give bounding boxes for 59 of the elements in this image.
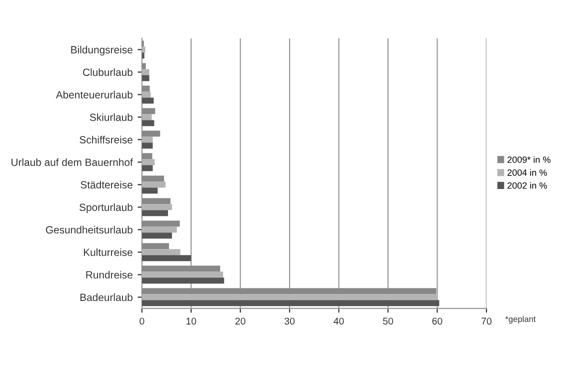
bar <box>142 176 164 182</box>
bar <box>142 52 144 59</box>
y-tick-label: Kulturreise <box>84 248 132 256</box>
bar <box>142 188 158 194</box>
y-tick-label: Cluburlaub <box>83 68 132 76</box>
bar <box>142 272 224 278</box>
bar <box>142 294 438 300</box>
x-tick-label: 30 <box>284 318 295 325</box>
bar <box>142 182 166 188</box>
legend-label: 2004 in % <box>508 169 547 176</box>
bar <box>142 98 154 104</box>
x-tick-label: 60 <box>432 318 442 325</box>
x-tick-label: 0 <box>140 318 144 325</box>
bar <box>142 255 192 262</box>
y-tick-label: Skiurlaub <box>90 113 132 121</box>
y-tick-label: Sporturlaub <box>80 203 132 214</box>
bar <box>142 198 170 204</box>
bar <box>142 69 150 76</box>
legend-label: 2009* in % <box>508 156 550 163</box>
bar <box>142 210 168 216</box>
bar <box>142 153 152 160</box>
bar <box>142 130 160 137</box>
bar <box>142 114 152 120</box>
y-tick-label: Städtereise <box>80 180 132 189</box>
bar <box>142 232 172 239</box>
legend-label: 2002 in % <box>508 182 547 189</box>
bar <box>142 159 155 166</box>
y-tick-label: Rundreise <box>86 270 132 279</box>
bar <box>142 108 156 114</box>
bar <box>142 136 153 143</box>
bar <box>142 165 153 172</box>
y-tick-label: Badeurlaub <box>80 293 132 302</box>
bar <box>142 220 180 227</box>
bar <box>142 92 151 98</box>
bar <box>142 142 153 149</box>
y-tick-label: Abenteuerurlaub <box>56 90 132 98</box>
bar <box>142 278 224 284</box>
bar <box>142 266 220 272</box>
x-tick-label: 50 <box>383 318 394 325</box>
bar <box>142 300 440 306</box>
bar <box>142 249 180 256</box>
x-tick-label: 40 <box>334 318 344 325</box>
bar <box>142 204 172 210</box>
bar <box>142 63 146 70</box>
y-tick-label: Urlaub auf dem Bauernhof <box>12 158 133 166</box>
x-tick-label: 70 <box>482 318 492 325</box>
x-tick-label: 10 <box>186 318 196 325</box>
bar <box>142 75 150 82</box>
bar <box>142 86 150 92</box>
bar <box>142 46 146 53</box>
text: *geplant <box>505 316 536 324</box>
x-tick-label: 20 <box>235 318 246 325</box>
y-tick-label: Bildungsreise <box>71 46 132 56</box>
bar <box>142 243 169 250</box>
bar <box>142 226 177 233</box>
bar <box>142 120 154 126</box>
bar <box>142 288 436 294</box>
y-tick-label: Gesundheitsurlaub <box>46 226 132 234</box>
y-tick-label: Schiffsreise <box>80 136 132 144</box>
